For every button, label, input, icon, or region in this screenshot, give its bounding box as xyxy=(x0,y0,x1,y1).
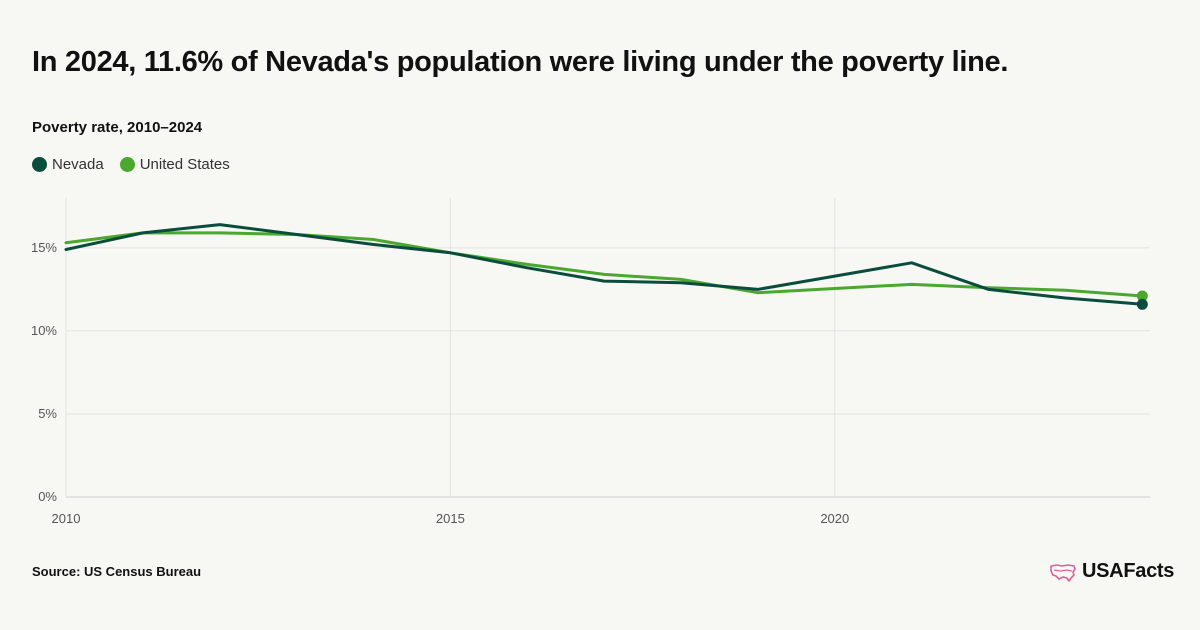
y-tick-label: 5% xyxy=(38,406,57,421)
y-tick-label: 10% xyxy=(31,323,57,338)
chart-subtitle: Poverty rate, 2010–2024 xyxy=(32,119,203,136)
source-note: Source: US Census Bureau xyxy=(32,564,202,579)
usafacts-logo[interactable]: USAFacts xyxy=(1050,560,1174,583)
x-tick-label: 2010 xyxy=(52,511,81,526)
legend-label-united-states: United States xyxy=(139,156,230,173)
us-map-icon xyxy=(1050,563,1076,582)
legend-dot-united-states xyxy=(119,157,135,172)
series-line-united-states xyxy=(64,231,1144,298)
legend-dot-nevada xyxy=(32,157,47,172)
series-end-point-united-states xyxy=(1136,290,1148,302)
legend-item-united-states[interactable]: United States xyxy=(119,156,230,173)
logo-text: USAFacts xyxy=(1082,560,1175,582)
legend: Nevada United States xyxy=(32,156,230,173)
legend-label-nevada: Nevada xyxy=(52,156,104,173)
y-tick-label: 15% xyxy=(31,240,57,255)
series-line-nevada xyxy=(64,223,1144,306)
legend-item-nevada[interactable]: Nevada xyxy=(32,156,104,173)
series-end-point-nevada xyxy=(1136,298,1148,310)
y-tick-label: 0% xyxy=(38,489,57,504)
x-tick-label: 2020 xyxy=(820,511,849,526)
chart-title: In 2024, 11.6% of Nevada's population we… xyxy=(32,46,1009,78)
x-tick-label: 2015 xyxy=(436,511,465,526)
